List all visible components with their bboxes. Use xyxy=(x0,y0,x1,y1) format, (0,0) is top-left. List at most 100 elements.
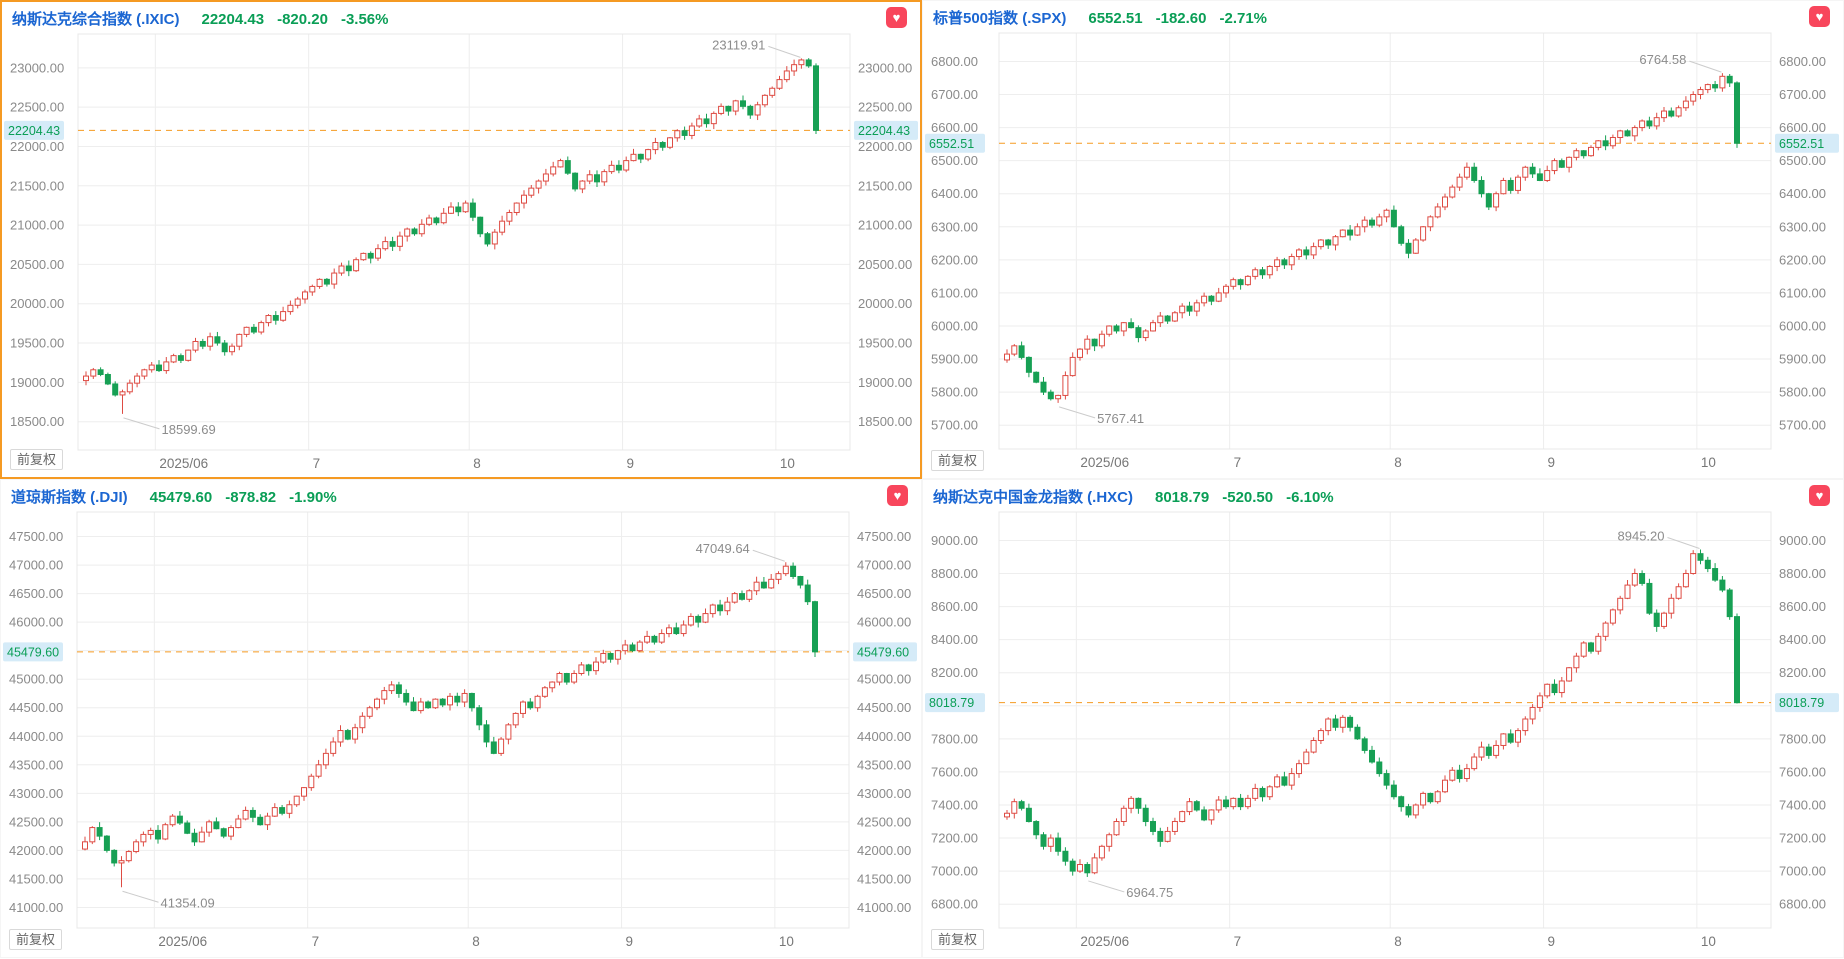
svg-text:47049.64: 47049.64 xyxy=(696,541,750,556)
svg-text:7: 7 xyxy=(1234,934,1242,949)
svg-text:6764.58: 6764.58 xyxy=(1639,52,1686,67)
svg-text:23119.91: 23119.91 xyxy=(712,37,765,52)
current-price-label-right: 45479.60 xyxy=(853,642,917,662)
svg-text:45000.00: 45000.00 xyxy=(9,672,63,687)
svg-text:6100.00: 6100.00 xyxy=(1779,285,1826,300)
svg-text:41000.00: 41000.00 xyxy=(9,900,63,915)
svg-text:19000.00: 19000.00 xyxy=(10,375,64,390)
svg-text:42000.00: 42000.00 xyxy=(9,843,63,858)
candlestick-chart[interactable]: 23119.91 18599.69 18500.00 19000.00 19500.00… xyxy=(2,2,920,477)
svg-text:42000.00: 42000.00 xyxy=(857,843,911,858)
price-change: -878.82 xyxy=(225,489,277,506)
svg-text:8: 8 xyxy=(473,456,481,471)
svg-text:22000.00: 22000.00 xyxy=(10,139,64,154)
panel-header: 标普500指数 (.SPX) 6552.51 -182.60 -2.71% xyxy=(933,7,1267,28)
svg-text:19000.00: 19000.00 xyxy=(858,375,912,390)
grid xyxy=(998,32,1772,450)
current-price-label-left: 6552.51 xyxy=(925,133,985,153)
candlestick-chart[interactable]: 6764.58 5767.41 5700.00 5800.00 5900.00 6000.… xyxy=(923,1,1843,478)
svg-text:21500.00: 21500.00 xyxy=(858,178,912,193)
svg-text:10: 10 xyxy=(779,934,794,949)
svg-text:9000.00: 9000.00 xyxy=(1779,533,1826,548)
svg-text:8: 8 xyxy=(472,934,480,949)
svg-text:7000.00: 7000.00 xyxy=(1779,864,1826,879)
svg-text:10: 10 xyxy=(1701,455,1716,470)
candlestick-chart[interactable]: 8945.20 6964.75 6800.00 7000.00 7200.00 7400.… xyxy=(923,480,1843,957)
svg-text:7: 7 xyxy=(313,456,321,471)
svg-text:45000.00: 45000.00 xyxy=(857,672,911,687)
svg-text:43500.00: 43500.00 xyxy=(857,757,911,772)
svg-text:7800.00: 7800.00 xyxy=(931,731,978,746)
svg-text:21000.00: 21000.00 xyxy=(858,218,912,233)
svg-text:43000.00: 43000.00 xyxy=(857,786,911,801)
favorite-button[interactable]: ♥ xyxy=(1809,485,1830,506)
svg-text:41000.00: 41000.00 xyxy=(857,900,911,915)
adjust-mode-button[interactable]: 前复权 xyxy=(931,450,985,471)
y-axis-left: 41000.00 41500.00 42000.00 42500.00 43000.00… xyxy=(9,529,63,915)
y-axis-left: 18500.00 19000.00 19500.00 20000.00 20500.00… xyxy=(10,60,64,429)
grid xyxy=(76,511,850,929)
svg-text:42500.00: 42500.00 xyxy=(9,814,63,829)
price-change-pct: -3.56% xyxy=(340,11,389,28)
grid xyxy=(998,511,1772,929)
svg-text:19500.00: 19500.00 xyxy=(858,336,912,351)
panel-header: 道琼斯指数 (.DJI) 45479.60 -878.82 -1.90% xyxy=(11,486,337,507)
last-price: 6552.51 xyxy=(1088,10,1143,27)
adjust-mode-button[interactable]: 前复权 xyxy=(9,929,63,950)
svg-text:2025/06: 2025/06 xyxy=(158,934,207,949)
svg-text:20500.00: 20500.00 xyxy=(10,257,64,272)
svg-text:21500.00: 21500.00 xyxy=(10,178,64,193)
svg-text:43000.00: 43000.00 xyxy=(9,786,63,801)
x-axis: 2025/06 7 8 9 10 xyxy=(1080,455,1716,470)
svg-text:8600.00: 8600.00 xyxy=(1779,599,1826,614)
y-axis-left: 5700.00 5800.00 5900.00 6000.00 6100.00 6200.… xyxy=(931,54,978,433)
svg-text:7: 7 xyxy=(1234,455,1242,470)
current-price-label-left: 22204.43 xyxy=(4,120,64,140)
svg-text:22000.00: 22000.00 xyxy=(858,139,912,154)
svg-text:22500.00: 22500.00 xyxy=(10,100,64,115)
svg-text:7400.00: 7400.00 xyxy=(1779,797,1826,812)
index-title: 纳斯达克综合指数 (.IXIC) xyxy=(12,11,180,28)
svg-text:44500.00: 44500.00 xyxy=(9,700,63,715)
svg-text:9: 9 xyxy=(627,456,635,471)
svg-text:8400.00: 8400.00 xyxy=(931,632,978,647)
current-price-label-right: 22204.43 xyxy=(854,120,918,140)
svg-text:6800.00: 6800.00 xyxy=(931,897,978,912)
svg-text:8200.00: 8200.00 xyxy=(931,665,978,680)
svg-text:22204.43: 22204.43 xyxy=(858,124,910,138)
candlestick-chart[interactable]: 47049.64 41354.09 41000.00 41500.00 42000.00… xyxy=(1,480,921,957)
svg-text:2025/06: 2025/06 xyxy=(159,456,208,471)
candlestick-series xyxy=(1004,73,1740,403)
svg-text:6600.00: 6600.00 xyxy=(931,120,978,135)
adjust-mode-button[interactable]: 前复权 xyxy=(10,449,64,470)
chart-panel-spx: 标普500指数 (.SPX) 6552.51 -182.60 -2.71% ♥ 676… xyxy=(922,0,1844,479)
favorite-button[interactable]: ♥ xyxy=(886,7,907,28)
adjust-mode-button[interactable]: 前复权 xyxy=(931,929,985,950)
svg-text:9: 9 xyxy=(626,934,634,949)
last-price: 45479.60 xyxy=(149,489,213,506)
svg-text:45479.60: 45479.60 xyxy=(857,645,909,659)
svg-text:23000.00: 23000.00 xyxy=(10,60,64,75)
svg-text:8018.79: 8018.79 xyxy=(929,696,974,710)
svg-text:20000.00: 20000.00 xyxy=(858,296,912,311)
svg-text:46500.00: 46500.00 xyxy=(9,586,63,601)
low-annotation: 41354.09 xyxy=(122,890,215,910)
x-axis: 2025/06 7 8 9 10 xyxy=(158,934,794,949)
candlestick-series xyxy=(83,58,819,414)
index-title: 标普500指数 (.SPX) xyxy=(933,10,1067,27)
svg-text:41354.09: 41354.09 xyxy=(161,895,215,910)
candlestick-series xyxy=(1004,549,1740,877)
svg-text:8800.00: 8800.00 xyxy=(931,566,978,581)
price-change-pct: -6.10% xyxy=(1286,489,1334,506)
favorite-button[interactable]: ♥ xyxy=(1809,6,1830,27)
svg-text:6700.00: 6700.00 xyxy=(931,87,978,102)
svg-text:46000.00: 46000.00 xyxy=(9,615,63,630)
svg-text:10: 10 xyxy=(1701,934,1716,949)
svg-text:46000.00: 46000.00 xyxy=(857,615,911,630)
favorite-button[interactable]: ♥ xyxy=(887,485,908,506)
svg-text:42500.00: 42500.00 xyxy=(857,814,911,829)
svg-text:9000.00: 9000.00 xyxy=(931,533,978,548)
svg-text:2025/06: 2025/06 xyxy=(1080,934,1129,949)
svg-text:6500.00: 6500.00 xyxy=(1779,153,1826,168)
svg-text:9: 9 xyxy=(1548,455,1556,470)
